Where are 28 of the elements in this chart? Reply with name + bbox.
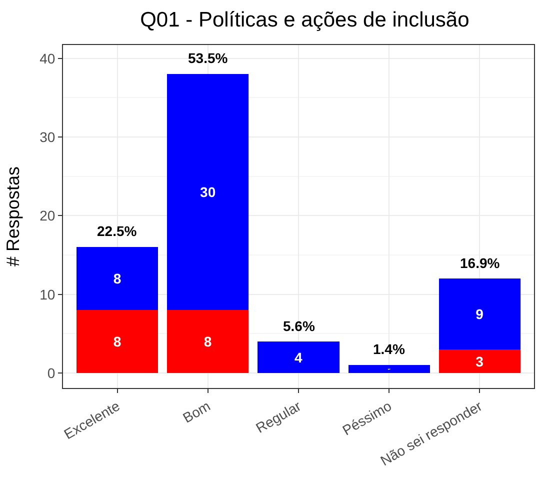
chart-title: Q01 - Políticas e ações de inclusão: [140, 8, 470, 32]
bar: [167, 74, 249, 310]
data-label: 9: [476, 306, 484, 322]
bar: [76, 310, 158, 374]
annotation: 5.6%: [283, 318, 316, 334]
y-tick-label: 40: [40, 50, 56, 66]
bar: [438, 278, 520, 350]
data-label: 8: [113, 270, 122, 287]
y-tick-label: 20: [40, 208, 56, 224]
y-tick-label: 10: [40, 286, 56, 302]
x-tick-label: Bom: [180, 398, 213, 426]
annotation: 53.5%: [188, 50, 228, 66]
annotation: 16.9%: [460, 255, 500, 271]
bar: [258, 342, 340, 374]
annotation: 1.4%: [373, 341, 406, 357]
data-label: 3: [476, 353, 484, 370]
annotation: 22.5%: [97, 223, 138, 239]
data-label: 30: [200, 184, 216, 200]
data-label: 4: [294, 349, 302, 366]
bar: [167, 310, 249, 374]
y-axis-title: # Respostas: [2, 166, 23, 267]
bar: [76, 247, 158, 310]
data-label: 8: [113, 334, 122, 350]
bar: [438, 349, 520, 374]
y-tick-label: 30: [40, 128, 56, 145]
bar: [348, 365, 430, 374]
data-label: 8: [204, 334, 212, 350]
y-tick-label: 0: [47, 364, 56, 381]
